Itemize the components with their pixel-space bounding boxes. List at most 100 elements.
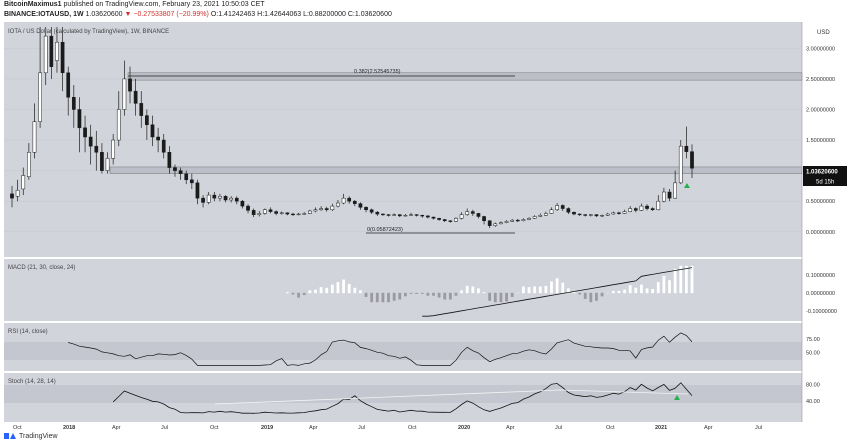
candle-body: [656, 200, 661, 211]
footer: TradingView: [4, 432, 58, 440]
candle-body: [364, 207, 368, 211]
candle-body: [234, 197, 239, 202]
pane-title: IOTA / US Dollar (calculated by TradingV…: [8, 29, 169, 35]
macd-histogram-bar: [285, 292, 289, 294]
time-tick-label: Oct: [13, 425, 22, 431]
time-tick-label: Apr: [506, 425, 515, 431]
macd-histogram-bar: [325, 287, 329, 294]
oscillator-lines: [68, 332, 693, 414]
macd-histogram-bar: [522, 286, 525, 294]
candle-body: [55, 41, 59, 61]
candle-body: [414, 214, 419, 216]
time-tick-label: Oct: [606, 425, 615, 431]
macd-histogram-bar: [308, 290, 312, 294]
candle-body: [476, 213, 481, 217]
macd-histogram-bar: [291, 292, 295, 295]
price-tag[interactable]: [803, 166, 847, 176]
stoch-tick-label: 40.00: [806, 399, 820, 405]
candle-body: [105, 158, 110, 171]
stoch-k-line: [112, 382, 693, 414]
time-axis: Oct 2018 Apr Jul Oct 2019 Apr Jul Oct 2020 Apr Jul O…: [13, 425, 762, 431]
candle-body: [605, 213, 610, 216]
fib-bottom: 0(0.05872423): [366, 227, 515, 234]
rsi-band: [4, 342, 802, 360]
candle-body: [60, 41, 65, 74]
candle-body: [594, 214, 599, 217]
price-pane[interactable]: [4, 22, 802, 257]
candle-body: [375, 211, 380, 215]
macd-histogram-bar: [640, 284, 643, 294]
macd-histogram-bar: [544, 285, 548, 294]
macd-histogram-bar: [482, 292, 486, 294]
price-tag-value: 1.03620600: [806, 170, 838, 176]
macd-line: [422, 267, 693, 317]
rsi-tick-label: 75.00: [806, 337, 820, 343]
header-change: ▼ −0.27533807 (−20.99%): [124, 11, 209, 18]
fib-bottom-label: 0(0.05872423): [367, 227, 403, 233]
candle-body: [583, 214, 588, 216]
time-tick-label: Jul: [358, 425, 365, 431]
candle-body: [617, 212, 621, 214]
candle-body: [628, 208, 633, 212]
candle-body: [397, 214, 402, 217]
macd-histogram-bar: [538, 286, 542, 294]
candle-body: [38, 72, 42, 122]
macd-histogram-bar: [342, 279, 345, 294]
candle-body: [83, 127, 87, 138]
candle-body: [459, 214, 464, 219]
macd-histogram-bar: [510, 292, 514, 297]
candle-body: [285, 212, 290, 215]
macd-histogram-bar: [690, 265, 694, 294]
macd-pane[interactable]: [4, 259, 802, 321]
header-price: 1.03620600: [85, 11, 123, 18]
macd-histogram-bar: [505, 292, 508, 302]
candle-body: [544, 213, 548, 216]
resistance-band: [127, 72, 803, 81]
macd-tick-label: 0.10000000: [806, 273, 835, 279]
macd-histogram-bar: [673, 268, 677, 294]
candle-body: [43, 35, 48, 74]
fib-top: 0.382(2.52545735): [128, 69, 515, 77]
candle-body: [116, 109, 121, 141]
trading-chart[interactable]: 3.00000000 2.50000000 2.00000000 1.50000000…: [0, 22, 850, 432]
candle-body: [633, 208, 638, 211]
macd-histogram-bar: [651, 289, 655, 294]
candle-body: [667, 191, 672, 199]
candle-body: [212, 194, 217, 199]
header-low: L:0.88200000: [303, 11, 346, 18]
candle-body: [690, 151, 694, 169]
candle-body: [145, 115, 149, 126]
candle-body: [319, 208, 323, 211]
macd-histogram-bar: [561, 282, 565, 294]
time-tick-label: Oct: [408, 425, 417, 431]
macd-histogram-bar: [611, 290, 615, 294]
candle-body: [173, 167, 177, 171]
candle-body: [431, 216, 436, 219]
candle-body: [521, 219, 526, 222]
candle-body: [555, 205, 559, 211]
header-open: O:1.41242463: [210, 11, 256, 18]
stoch-title: Stoch (14, 28, 14): [8, 379, 56, 385]
candle-body: [15, 189, 20, 197]
candle-body: [347, 197, 352, 202]
price-tick-label: 3.00000000: [806, 46, 835, 52]
candle-body: [684, 145, 689, 152]
author-name[interactable]: BitcoinMaximus1: [4, 1, 62, 8]
footer-label[interactable]: TradingView: [19, 432, 58, 440]
candle-body: [577, 213, 582, 216]
candle-body: [369, 209, 374, 213]
candle-body: [274, 211, 278, 214]
macd-histogram-bar: [589, 292, 593, 303]
candle-body: [77, 109, 82, 129]
candle-body: [178, 170, 183, 174]
candle-body: [600, 215, 604, 217]
countdown-value: 5d 15h: [816, 180, 834, 186]
candle-body: [111, 139, 116, 159]
macd-histogram-bar: [623, 289, 626, 294]
macd-histogram-bar: [679, 265, 683, 294]
candle-body: [251, 210, 256, 215]
symbol-label: BINANCE:IOTAUSD, 1W: [4, 11, 84, 18]
candle-body: [88, 136, 93, 147]
macd-series: [285, 265, 694, 317]
macd-histogram-bar: [465, 285, 469, 294]
